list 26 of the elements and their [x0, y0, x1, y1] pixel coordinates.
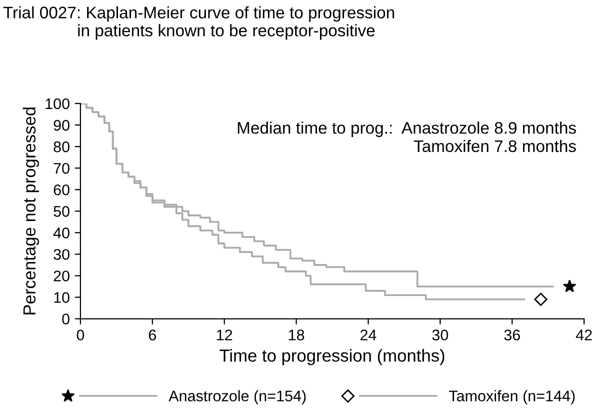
y-tick-label: 90: [54, 120, 70, 131]
x-tick-label: 12: [217, 330, 232, 340]
x-tick-label: 18: [288, 330, 304, 340]
x-tick-label: 24: [360, 330, 376, 340]
y-tick-label: 40: [53, 228, 70, 238]
x-tick-label: 30: [432, 330, 448, 340]
y-tick-label: 10: [54, 292, 70, 303]
y-tick-label: 0: [62, 314, 70, 324]
legend-label: Tamoxifen (n=144): [449, 390, 575, 404]
y-axis-title: Percentage not progressed: [22, 108, 39, 314]
x-tick-label: 6: [148, 330, 156, 340]
y-tick-label: 50: [54, 206, 70, 217]
x-axis-title: Time to progression (months): [220, 348, 444, 366]
y-tick-label: 70: [54, 162, 70, 174]
y-tick-label: 30: [54, 249, 70, 260]
x-tick-label: 36: [504, 330, 520, 340]
y-tick-label: 80: [54, 141, 70, 152]
annotation: Median time to prog.: Anastrozole 8.9 months: [238, 122, 576, 138]
y-tick-label: 20: [54, 270, 70, 282]
x-tick-label: 42: [576, 330, 592, 340]
y-tick-label: 60: [54, 184, 70, 196]
x-tick-label: 0: [76, 330, 84, 340]
chart-title: Trial 0027: Kaplan-Meier curve of time to progression in patients known to be receptor-positive: [3, 6, 394, 40]
legend-label: Anastrozole (n=154): [168, 390, 306, 404]
annotation: Tamoxifen 7.8 months: [414, 140, 576, 152]
y-tick-label: 100: [46, 98, 70, 110]
